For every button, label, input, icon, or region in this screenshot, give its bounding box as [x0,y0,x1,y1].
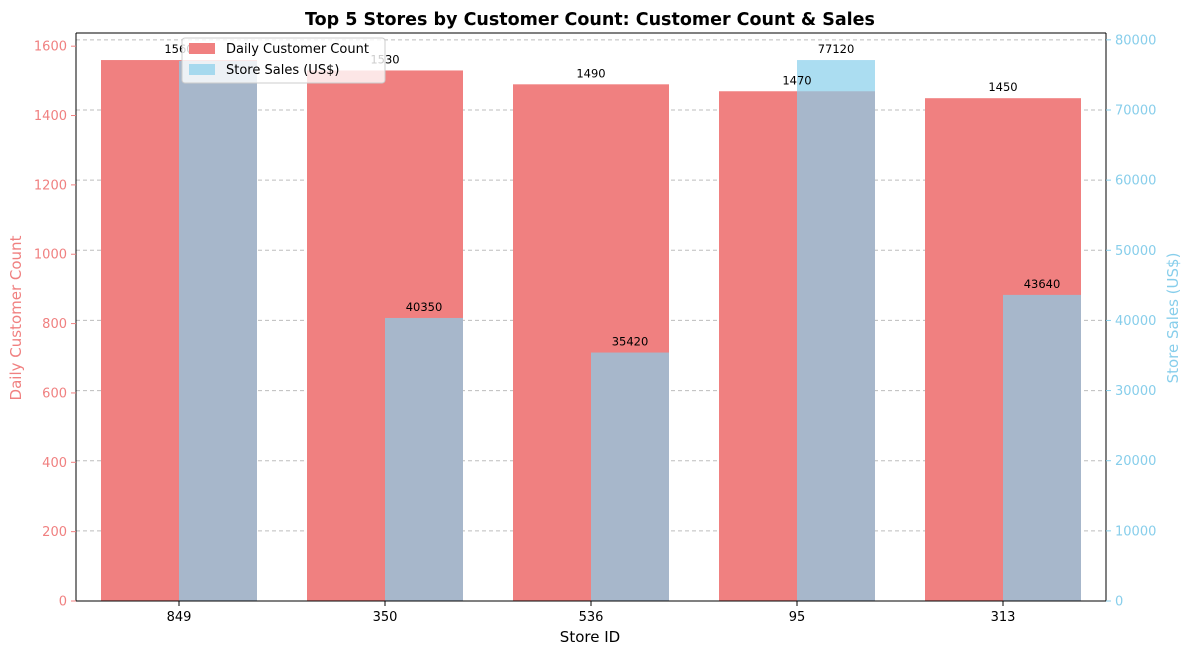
legend-box [181,37,386,84]
bars [101,60,1081,602]
y-right-tick-label: 10000 [1115,524,1156,539]
data-label-customer-count: 1490 [576,66,605,80]
y-right-tick-label: 0 [1115,595,1123,610]
y-left-tick-label: 1200 [34,178,67,193]
x-tick-label: 313 [991,610,1016,625]
bar-store-sales [591,352,669,601]
legend: Daily Customer Count Store Sales (US$) [181,37,386,84]
y-left-tick-label: 0 [59,595,67,610]
y-left-tick-label: 600 [42,386,67,401]
data-label-customer-count: 1470 [782,73,811,87]
y-left-tick-label: 1000 [34,248,67,263]
y-left-tick-label: 400 [42,456,67,471]
y-right-tick-label: 80000 [1115,33,1156,48]
x-axis-label: Store ID [560,628,620,646]
legend-swatch-customer-count [189,43,215,54]
y-left-tick-label: 1400 [34,109,67,124]
bar-store-sales [1003,294,1081,601]
x-tick-label: 95 [789,610,806,625]
bar-store-sales [797,60,875,602]
data-label-store-sales: 77120 [818,42,855,56]
x-tick-label: 849 [167,610,192,625]
y-left-tick-label: 200 [42,525,67,540]
y-right-tick-label: 20000 [1115,454,1156,469]
y-right-tick-label: 40000 [1115,314,1156,329]
x-tick-label: 536 [579,610,604,625]
bar-store-sales [385,317,463,601]
legend-label-customer-count: Daily Customer Count [226,42,369,57]
y-right-tick-label: 30000 [1115,384,1156,399]
y-left-tick-label: 1600 [34,40,67,55]
data-label-store-sales: 43640 [1024,277,1061,291]
axes: 849 350 536 95 313 0 200 400 600 800 1000 1200 1400 1… [34,32,1156,625]
bar-store-sales [179,60,257,602]
y-left-tick-label: 800 [42,317,67,332]
x-tick-label: 350 [373,610,398,625]
y-axis-right-label: Store Sales (US$) [1164,253,1182,384]
y-right-tick-label: 70000 [1115,103,1156,118]
data-label-customer-count: 1450 [988,80,1017,94]
legend-swatch-store-sales [189,64,215,75]
y-right-tick-label: 50000 [1115,244,1156,259]
legend-label-store-sales: Store Sales (US$) [226,63,339,78]
data-label-store-sales: 40350 [406,300,443,314]
chart-title: Top 5 Stores by Customer Count: Customer… [305,10,875,30]
data-label-store-sales: 35420 [612,335,649,349]
y-right-tick-label: 60000 [1115,174,1156,189]
y-axis-left-label: Daily Customer Count [7,235,25,400]
